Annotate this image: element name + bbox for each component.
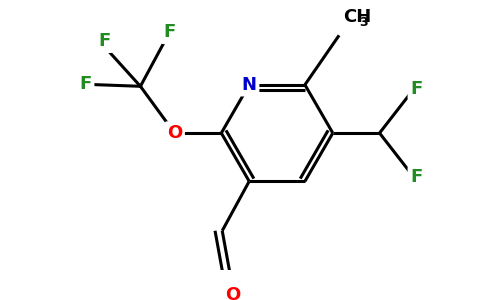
Text: O: O	[226, 286, 241, 300]
Text: F: F	[163, 23, 175, 41]
Text: F: F	[98, 32, 110, 50]
Text: CH: CH	[343, 8, 371, 26]
Text: F: F	[79, 76, 91, 94]
Text: N: N	[242, 76, 257, 94]
Text: 3: 3	[359, 16, 367, 29]
Text: F: F	[410, 80, 423, 98]
Text: O: O	[167, 124, 182, 142]
Text: F: F	[410, 168, 423, 186]
